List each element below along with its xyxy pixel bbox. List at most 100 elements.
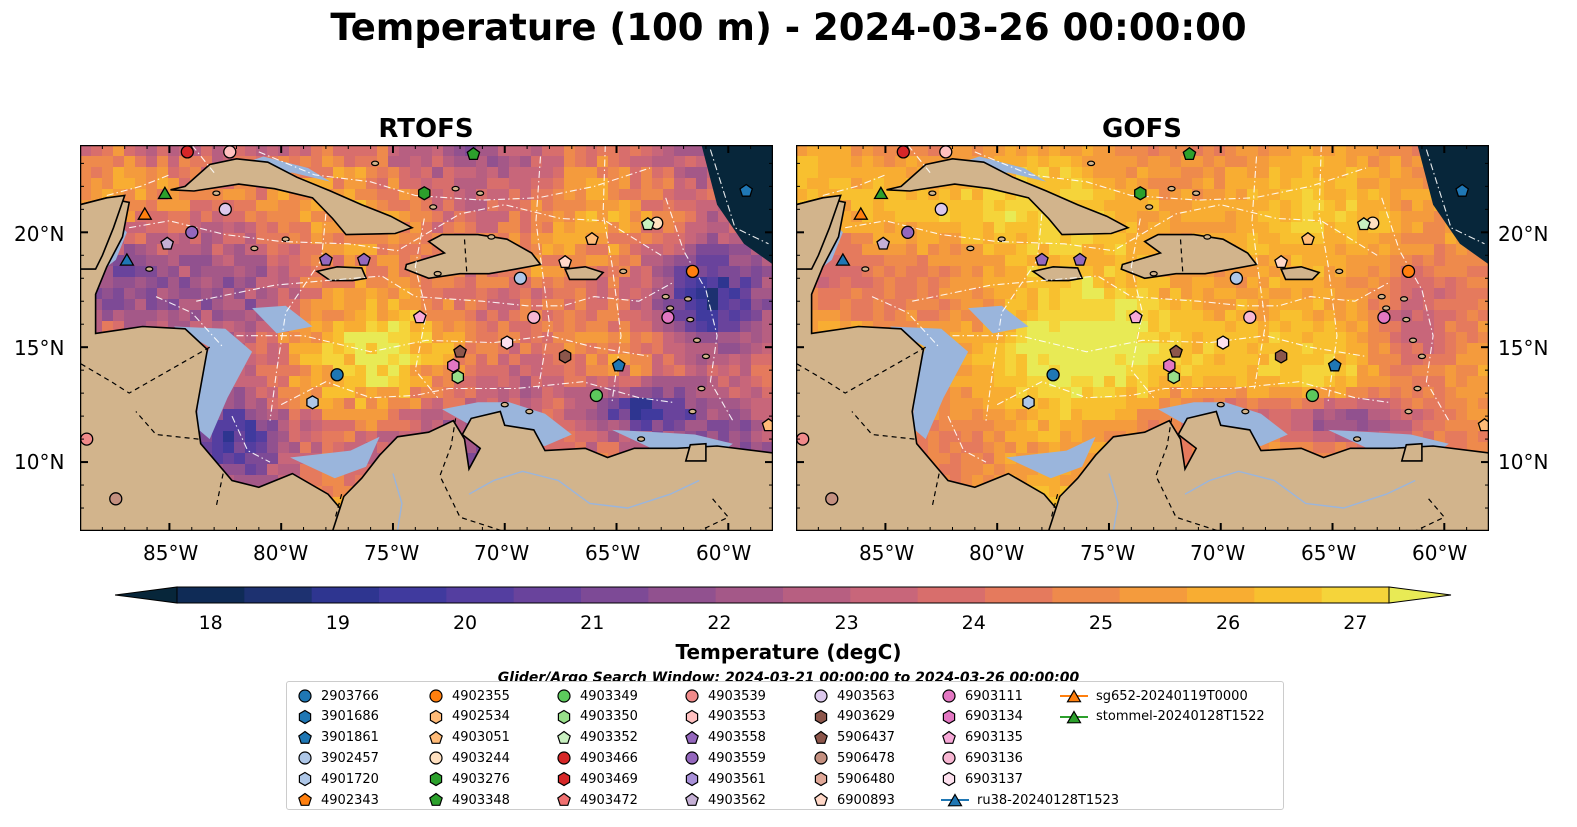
float-marker[interactable] (1377, 310, 1391, 324)
float-marker[interactable] (1072, 252, 1087, 266)
float-marker[interactable] (1356, 216, 1371, 231)
eez-boundary (129, 204, 662, 256)
float-marker[interactable] (160, 236, 175, 250)
float-marker[interactable] (939, 145, 953, 159)
float-marker[interactable] (1046, 368, 1060, 382)
country-border (1050, 494, 1059, 520)
float-marker[interactable] (1243, 310, 1257, 324)
colorbar-segment (715, 587, 784, 603)
lat-tick-20n: 20°N (14, 222, 65, 246)
eez-boundary (1381, 197, 1450, 421)
legend-marker-icon (429, 689, 443, 703)
float-marker[interactable] (500, 335, 514, 350)
float-marker[interactable] (306, 395, 319, 410)
lon-tick-85w: 85°W (143, 541, 199, 565)
map-panel-rtofs[interactable] (80, 145, 773, 531)
float-marker[interactable] (640, 216, 655, 231)
float-marker[interactable] (109, 492, 123, 506)
land (80, 145, 773, 531)
legend: 2903766 3901686 3901861 3902457 4901720 49023… (286, 681, 1284, 810)
float-marker[interactable] (1182, 146, 1197, 161)
float-marker[interactable] (853, 206, 869, 220)
float-marker[interactable] (1305, 388, 1320, 403)
float-marker[interactable] (1163, 358, 1176, 373)
legend-item: 6900893 (813, 790, 895, 810)
float-marker[interactable] (873, 185, 889, 200)
float-marker[interactable] (1022, 395, 1035, 410)
shallow-shelf (173, 326, 253, 440)
colorbar-tick-label: 22 (707, 612, 732, 634)
float-marker[interactable] (1034, 252, 1049, 266)
float-marker[interactable] (739, 183, 754, 197)
float-marker[interactable] (356, 252, 371, 266)
legend-item: 4903553 (684, 707, 766, 727)
float-marker[interactable] (466, 146, 481, 161)
float-marker[interactable] (876, 236, 891, 250)
legend-label: 6903135 (965, 730, 1023, 746)
legend-label: 4903244 (452, 750, 510, 766)
float-marker[interactable] (157, 185, 173, 200)
float-marker[interactable] (119, 252, 135, 266)
float-marker[interactable] (218, 202, 232, 216)
float-marker[interactable] (611, 358, 626, 372)
float-marker[interactable] (527, 310, 541, 324)
float-marker[interactable] (1455, 183, 1470, 197)
float-marker[interactable] (185, 225, 199, 239)
float-marker[interactable] (1216, 335, 1230, 350)
float-marker[interactable] (901, 225, 915, 239)
legend-item: 4903559 (684, 748, 766, 768)
float-marker[interactable] (447, 358, 460, 373)
country-border (215, 473, 224, 506)
legend-label: 4902534 (452, 709, 510, 725)
float-marker[interactable] (1274, 349, 1288, 364)
float-marker[interactable] (1301, 231, 1315, 246)
colorbar-tick-label: 24 (961, 612, 986, 634)
float-marker[interactable] (661, 310, 675, 324)
eez-boundary (231, 415, 271, 463)
map-panel-gofs[interactable] (796, 145, 1489, 531)
float-marker[interactable] (418, 186, 431, 201)
float-marker[interactable] (685, 264, 700, 279)
legend-marker-icon (429, 792, 443, 806)
lon-tick-80w-r: 80°W (969, 541, 1025, 565)
float-marker[interactable] (223, 145, 237, 159)
eez-boundary (280, 381, 673, 406)
float-marker[interactable] (1167, 369, 1181, 385)
eez-boundary (191, 145, 215, 173)
shallow-shelf (968, 305, 1029, 334)
legend-item: 5906480 (813, 769, 895, 789)
float-marker[interactable] (934, 202, 948, 216)
float-marker[interactable] (835, 252, 851, 266)
float-marker[interactable] (1327, 358, 1342, 372)
float-marker[interactable] (1274, 254, 1289, 269)
legend-item: 4903350 (556, 707, 638, 727)
float-marker[interactable] (1229, 271, 1244, 285)
float-marker[interactable] (451, 369, 465, 385)
float-marker[interactable] (1134, 186, 1147, 201)
lat-tick-10n-r: 10°N (1498, 450, 1549, 474)
country-border (1155, 418, 1219, 531)
float-marker[interactable] (513, 271, 528, 285)
float-marker[interactable] (1477, 417, 1489, 432)
eez-boundary (535, 156, 551, 389)
float-marker[interactable] (1169, 344, 1183, 358)
eez-boundary (236, 335, 651, 357)
float-marker[interactable] (825, 492, 839, 506)
legend-label: 4903472 (580, 792, 638, 808)
float-marker[interactable] (558, 254, 573, 269)
float-marker[interactable] (330, 368, 344, 382)
panel-title-rtofs: RTOFS (378, 114, 474, 144)
float-marker[interactable] (589, 388, 604, 403)
float-marker[interactable] (318, 252, 333, 266)
float-marker[interactable] (1401, 264, 1416, 279)
float-marker[interactable] (137, 206, 153, 220)
float-marker[interactable] (761, 417, 773, 432)
float-marker[interactable] (585, 231, 599, 246)
axis-ticks (796, 145, 1489, 531)
colorbar-segment (244, 587, 313, 603)
float-marker[interactable] (412, 309, 427, 324)
eez-boundary (822, 174, 886, 197)
float-marker[interactable] (453, 344, 467, 358)
float-marker[interactable] (1128, 309, 1143, 324)
float-marker[interactable] (558, 349, 572, 364)
